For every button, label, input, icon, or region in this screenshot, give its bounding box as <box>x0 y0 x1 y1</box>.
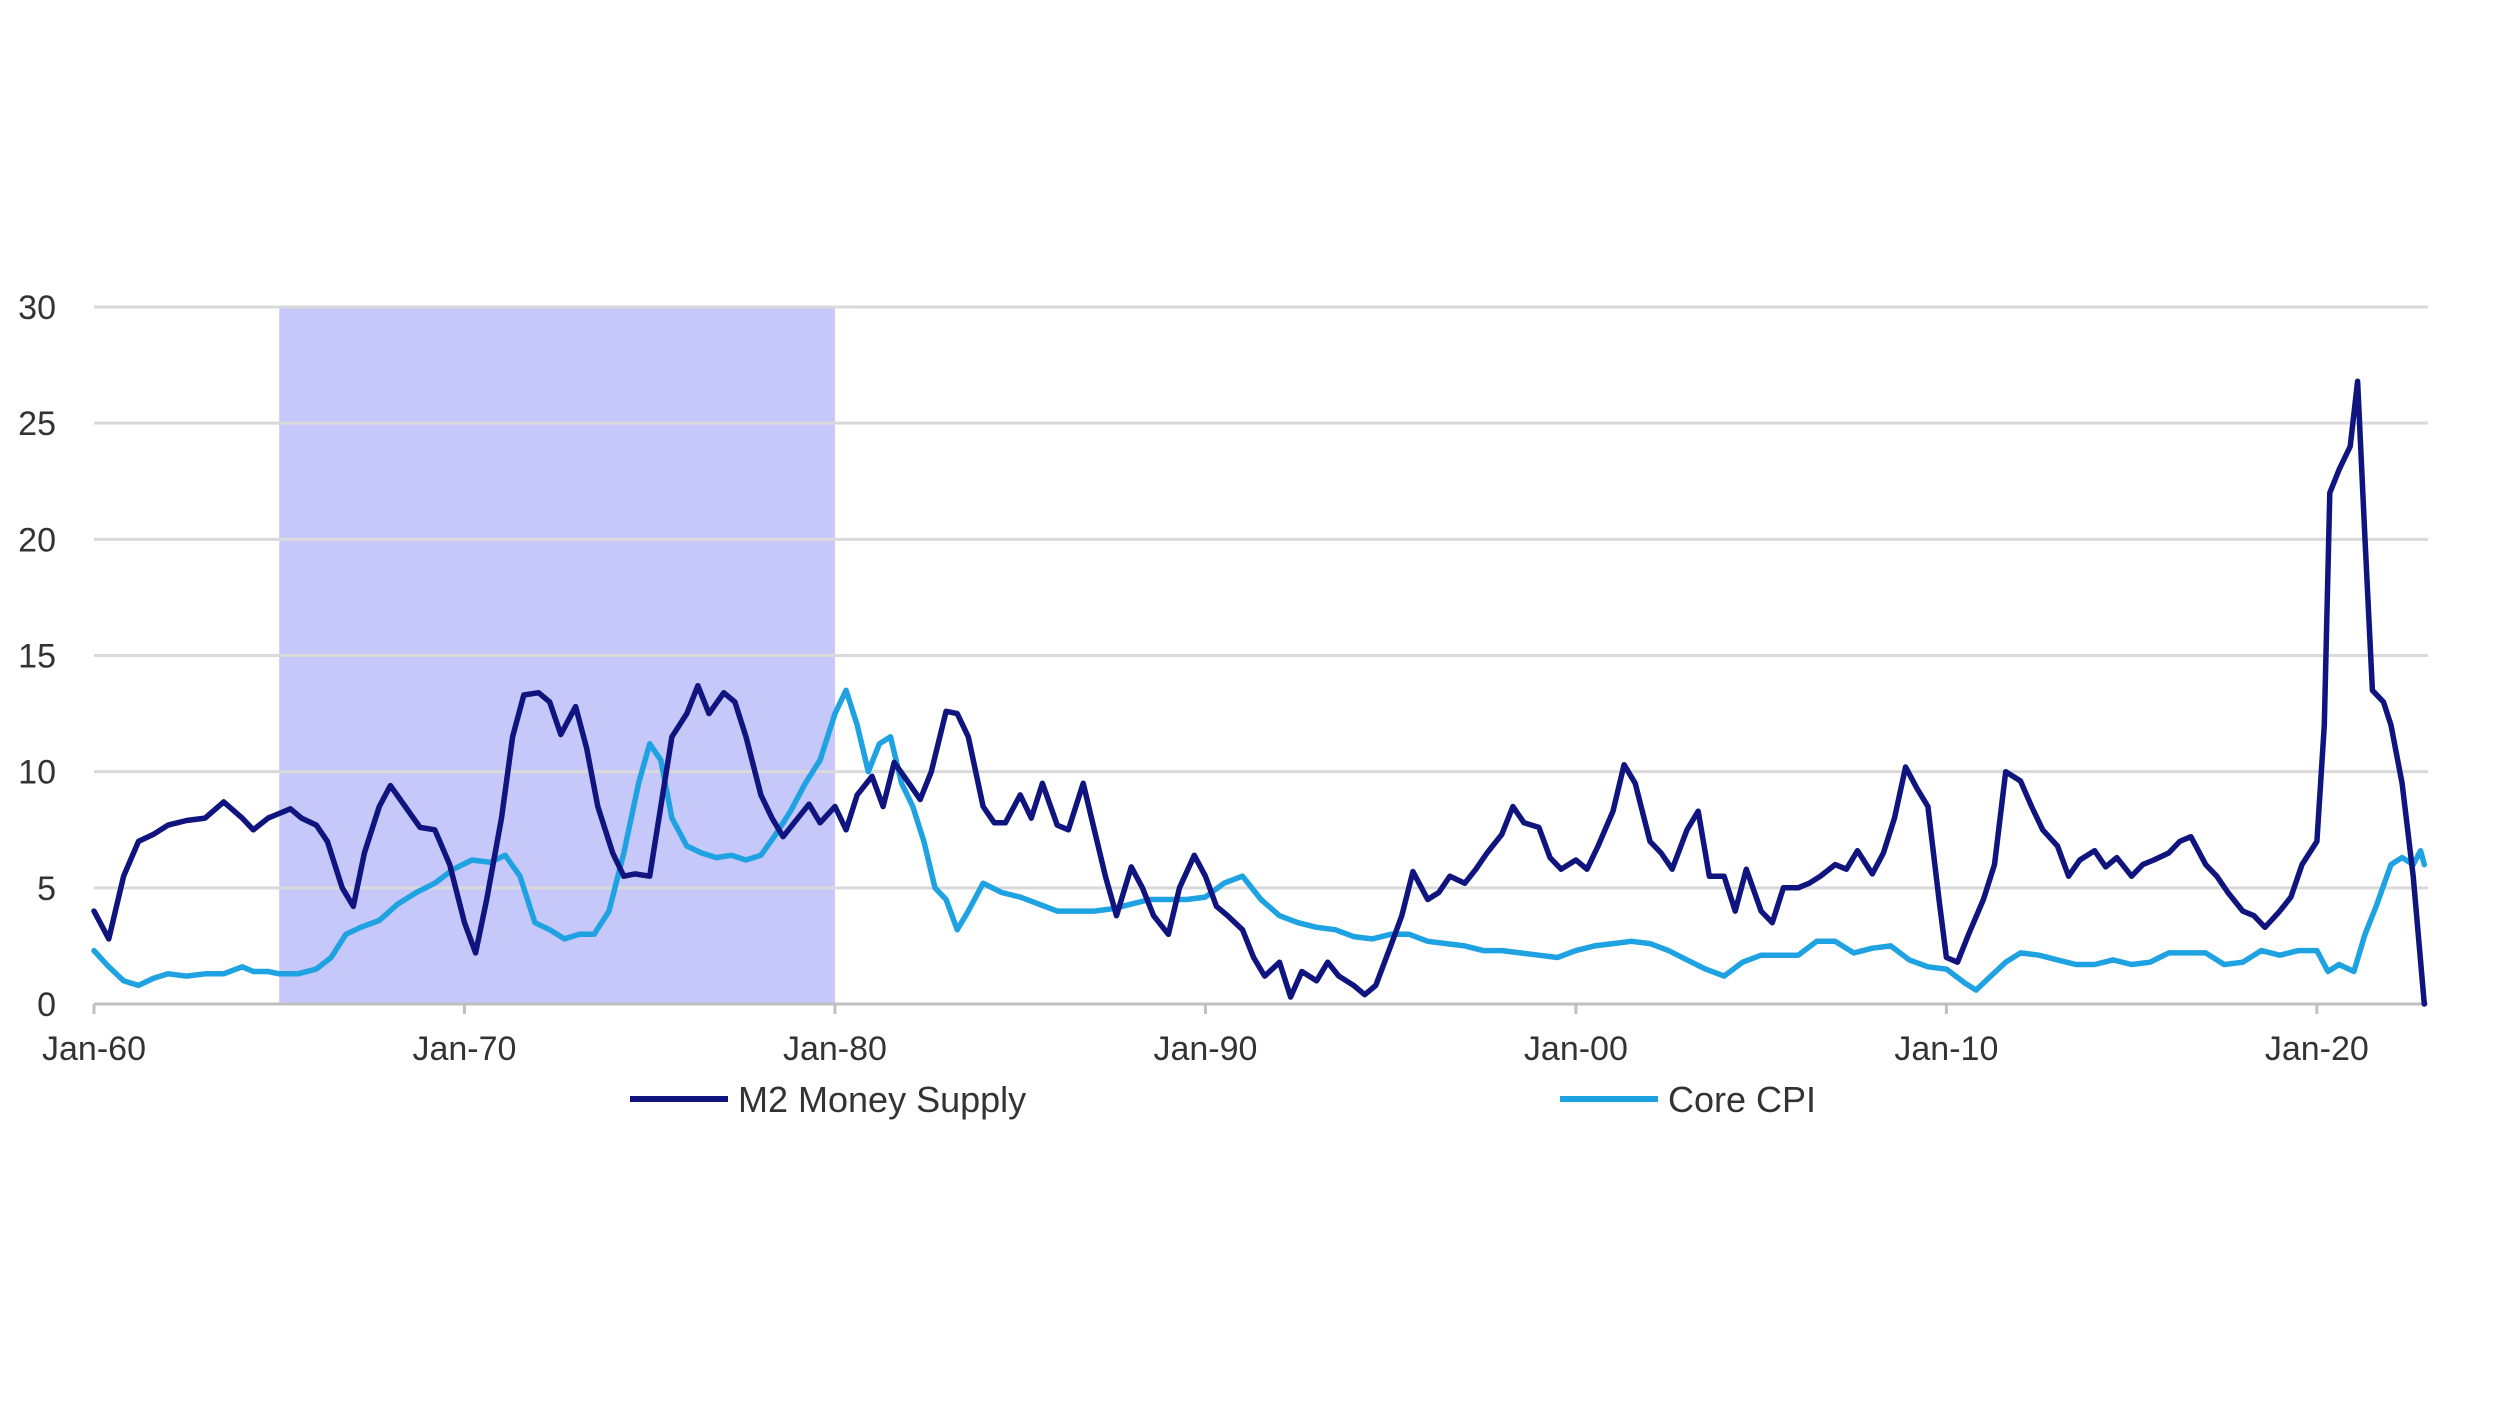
gridlines <box>94 305 2428 890</box>
y-tick-label: 15 <box>18 638 56 676</box>
y-tick-label: 5 <box>37 870 56 908</box>
y-tick-label: 10 <box>18 754 56 792</box>
legend-label-core-cpi: Core CPI <box>1668 1079 1816 1120</box>
x-tick-label: Jan-00 <box>1524 1030 1628 1068</box>
series-line-m2-money-supply <box>91 378 2428 1007</box>
legend: M2 Money Supply Core CPI <box>630 1079 1816 1120</box>
x-tick-label: Jan-20 <box>2265 1030 2369 1068</box>
x-tick-label: Jan-80 <box>783 1030 887 1068</box>
y-tick-label: 25 <box>18 405 56 443</box>
y-tick-label: 20 <box>18 521 56 559</box>
x-axis: Jan-60 Jan-70 Jan-80 Jan-90 Jan-00 Jan-10 Jan-… <box>42 1002 2428 1068</box>
x-tick-label: Jan-90 <box>1153 1030 1257 1068</box>
y-tick-label: 30 <box>18 289 56 327</box>
x-tick-label: Jan-10 <box>1894 1030 1998 1068</box>
x-tick-label: Jan-60 <box>42 1030 146 1068</box>
y-axis-ticks: 0 5 10 15 20 25 30 <box>18 289 56 1024</box>
series-lines <box>91 378 2428 1007</box>
y-tick-label: 0 <box>37 986 56 1024</box>
x-tick-label: Jan-70 <box>412 1030 516 1068</box>
legend-label-m2: M2 Money Supply <box>738 1079 1026 1120</box>
series-line-core-cpi <box>91 687 2428 993</box>
